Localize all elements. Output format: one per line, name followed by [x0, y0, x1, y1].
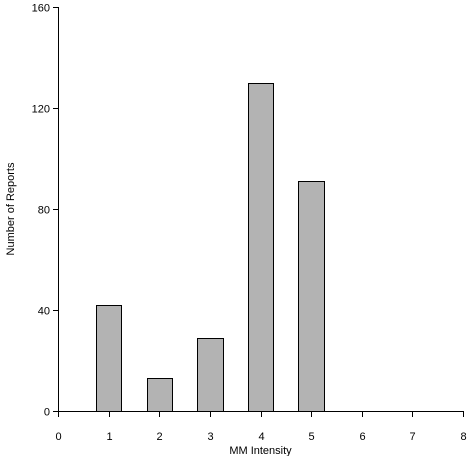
x-ticks-layer: 0 1 2 3 4 5 6 7 8 [55, 411, 467, 443]
y-tick-label: 120 [32, 104, 50, 116]
axes-layer [58, 7, 464, 412]
bar-intensity-5 [298, 181, 325, 412]
y-axis-title: Number of Reports [5, 162, 17, 255]
y-tick-label: 80 [38, 205, 50, 217]
bar-intensity-3 [197, 338, 224, 412]
x-tick-label: 0 [55, 431, 61, 443]
x-tick-label: 4 [258, 431, 264, 443]
x-tick-label: 8 [460, 431, 466, 443]
x-tick-label: 7 [409, 431, 415, 443]
x-tick-label: 5 [308, 431, 314, 443]
x-axis-title: MM Intensity [229, 445, 292, 456]
y-tick-label: 40 [38, 306, 50, 318]
bar-intensity-2 [147, 378, 173, 412]
bar-intensity-4 [248, 83, 274, 412]
y-tick-label: 160 [32, 3, 50, 15]
bars-layer [96, 83, 325, 412]
x-tick-label: 3 [207, 431, 213, 443]
x-tick-label: 1 [106, 431, 112, 443]
x-tick-label: 6 [359, 431, 365, 443]
x-tick-label: 2 [156, 431, 162, 443]
bar-intensity-1 [96, 305, 122, 412]
y-tick-label: 0 [44, 407, 50, 419]
y-ticks-layer: 0 40 80 120 160 [32, 3, 58, 419]
